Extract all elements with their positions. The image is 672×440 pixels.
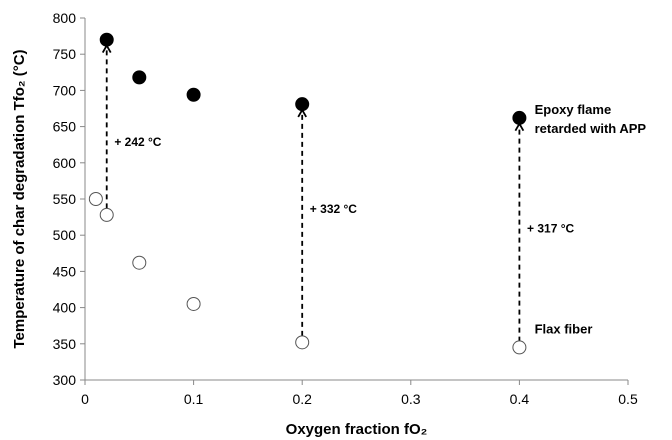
flax-data-point (512, 340, 527, 355)
x-tick-label: 0.2 (292, 391, 312, 407)
epoxy-data-point (512, 110, 527, 125)
temperature-increase-label: + 332 °C (310, 202, 357, 216)
data-points (88, 32, 527, 355)
y-tick-label: 400 (53, 300, 77, 316)
y-axis-ticks: 300 350 400 450 500 550 600 650 700 750 800 (53, 10, 85, 388)
x-tick-label: 0 (81, 391, 89, 407)
x-axis-ticks: 0 0.1 0.2 0.3 0.4 0.5 (81, 380, 638, 407)
temperature-increase-label: + 242 °C (114, 135, 161, 149)
annotation-arrows: + 242 °C + 332 °C + 317 °C (101, 43, 574, 342)
y-tick-label: 600 (53, 155, 77, 171)
y-tick-label: 300 (53, 372, 77, 388)
epoxy-data-point (295, 97, 310, 112)
epoxy-data-point (132, 70, 147, 85)
x-axis-title: Oxygen fraction fO₂ (286, 421, 428, 438)
y-axis-title: Temperature of char degradation Tfo₂ (°C… (11, 49, 28, 348)
series-label: Flax fiber (535, 321, 593, 336)
series-labels: Epoxy flame retarded with APP Flax fiber (535, 102, 647, 336)
y-tick-label: 350 (53, 336, 77, 352)
flax-data-point (132, 255, 147, 270)
x-tick-label: 0.3 (401, 391, 421, 407)
epoxy-data-point (99, 32, 114, 47)
y-tick-label: 700 (53, 82, 77, 98)
series-label: Epoxy flame retarded with APP (535, 102, 647, 136)
y-tick-label: 450 (53, 263, 77, 279)
flax-data-point (295, 335, 310, 350)
y-tick-label: 800 (53, 10, 77, 26)
x-tick-label: 0.5 (618, 391, 638, 407)
x-tick-label: 0.1 (184, 391, 204, 407)
plot-area: 300 350 400 450 500 550 600 650 700 750 800 0 0.1 0.… (53, 10, 647, 407)
flax-data-point (99, 207, 114, 222)
y-tick-label: 650 (53, 119, 77, 135)
y-tick-label: 500 (53, 227, 77, 243)
flax-data-point (186, 296, 201, 311)
y-tick-label: 550 (53, 191, 77, 207)
temperature-increase-label: + 317 °C (527, 221, 574, 235)
epoxy-data-point (186, 87, 201, 102)
x-tick-label: 0.4 (510, 391, 530, 407)
y-tick-label: 750 (53, 46, 77, 62)
flax-data-point (88, 192, 103, 206)
